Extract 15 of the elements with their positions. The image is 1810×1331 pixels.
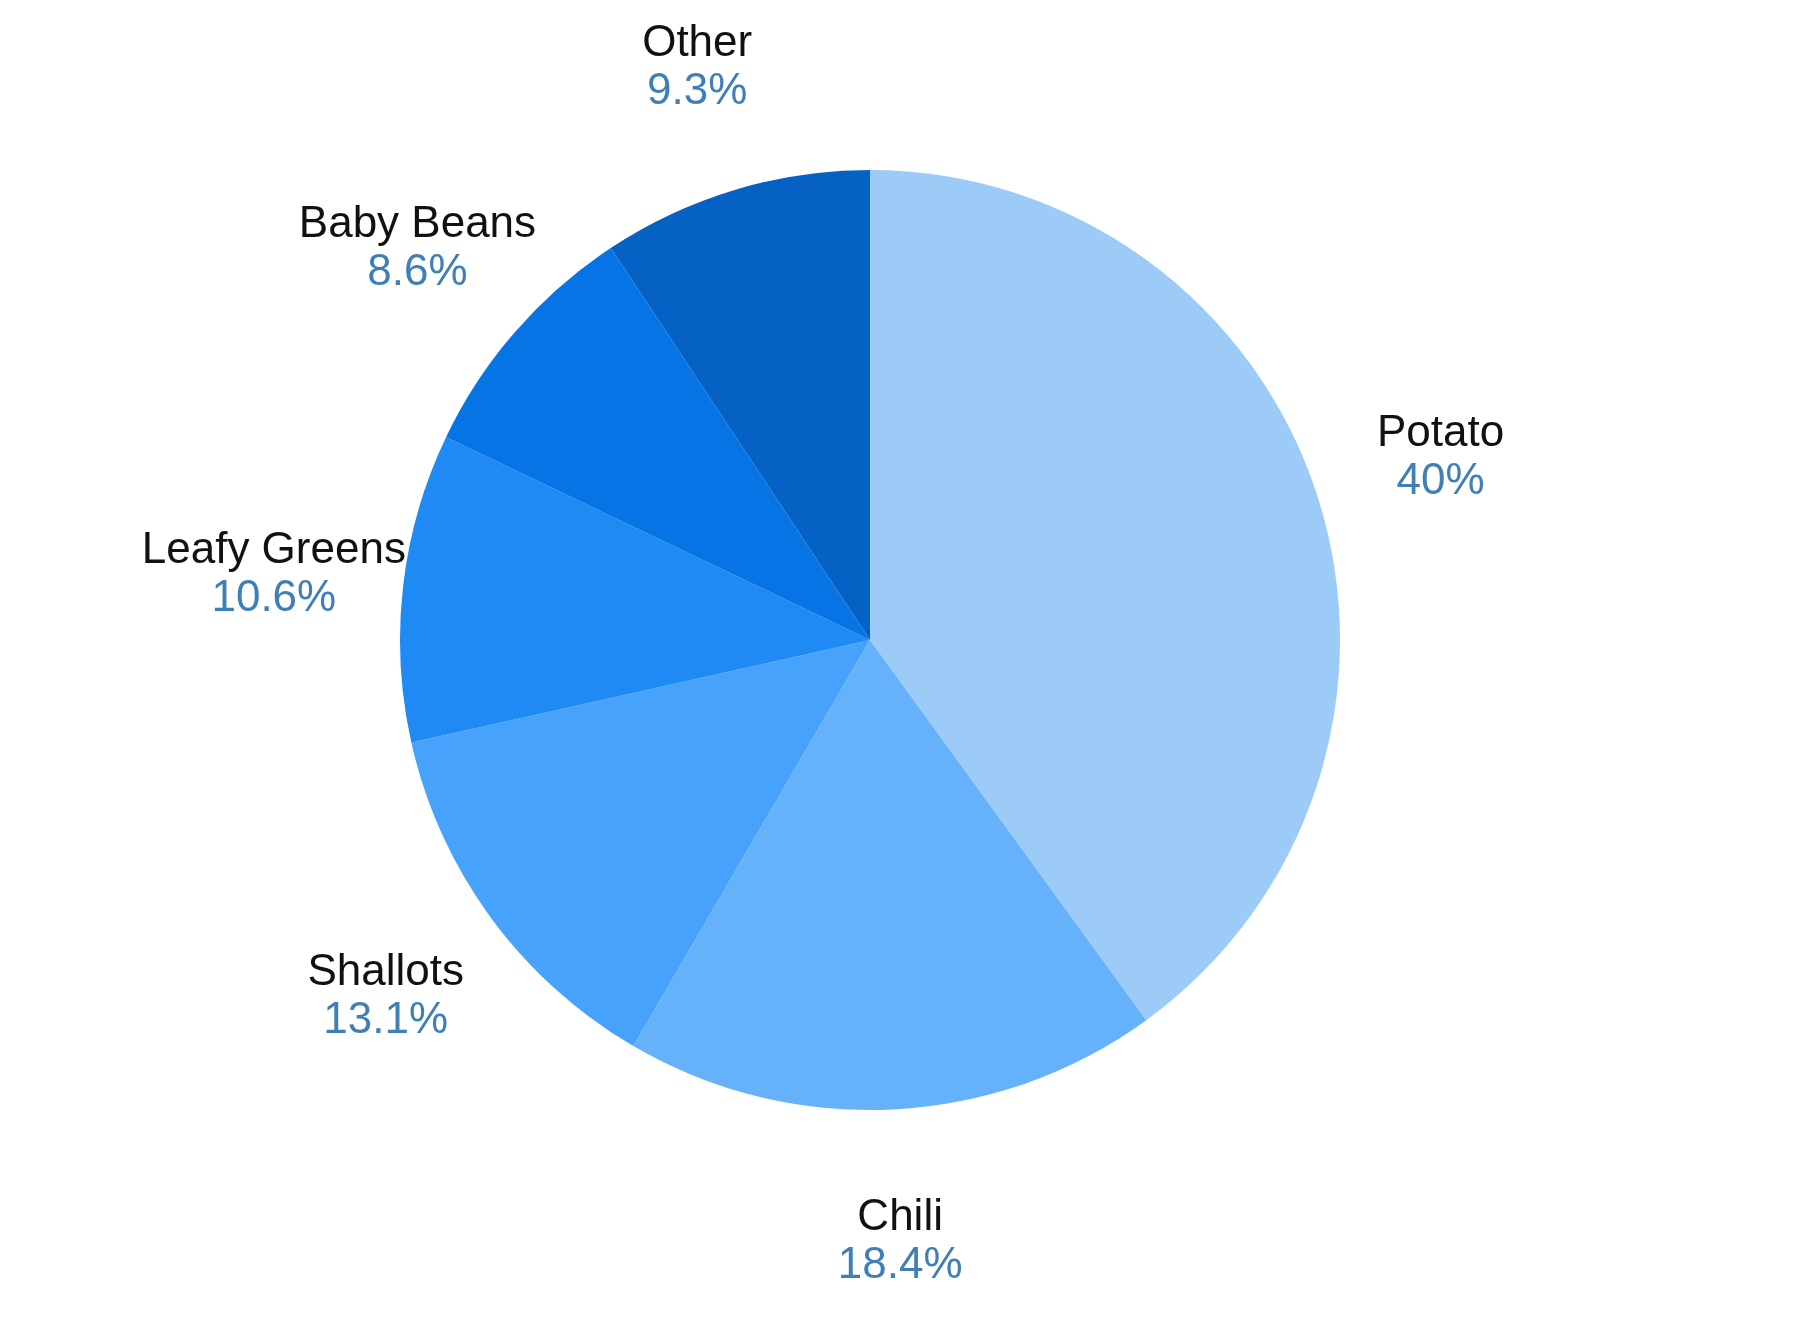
data-label: 9.3% [647, 64, 748, 114]
slice-label: Potato [1377, 405, 1505, 455]
slice-label: Baby Beans [298, 197, 537, 247]
data-label: 10.6% [211, 571, 337, 621]
data-label: 40% [1396, 453, 1485, 503]
pie-slice [633, 640, 1147, 1110]
pie-slice [870, 170, 1340, 1021]
slice-label: Shallots [307, 945, 464, 995]
slice-label: Other [642, 16, 753, 66]
slice-label: Leafy Greens [141, 523, 406, 573]
data-label: 8.6% [367, 245, 468, 295]
data-label: 18.4% [837, 1238, 963, 1288]
pie-slice [610, 170, 870, 640]
data-label: 13.1% [323, 993, 449, 1043]
slice-label: Chili [857, 1190, 943, 1240]
